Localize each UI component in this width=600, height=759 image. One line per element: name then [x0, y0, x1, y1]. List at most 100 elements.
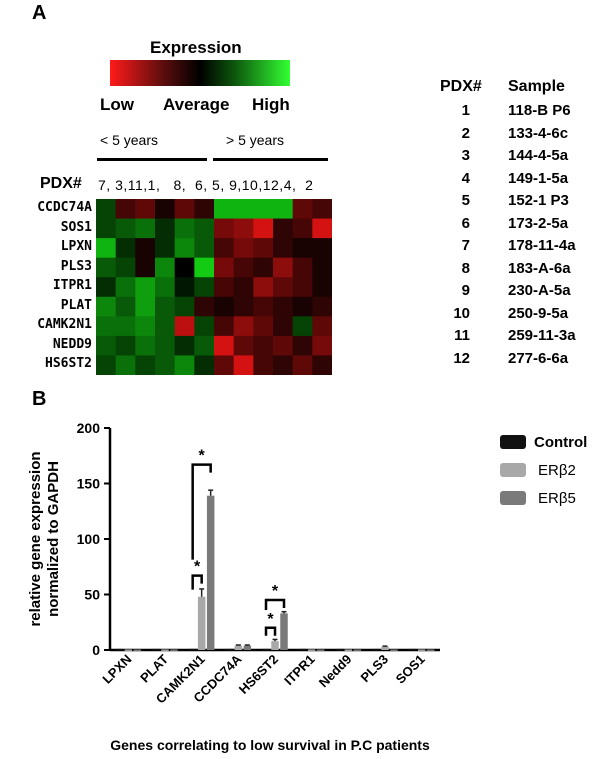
table-cell-pdx: 7 — [461, 237, 470, 254]
heatmap-cell — [273, 238, 294, 259]
heatmap-cell — [312, 199, 332, 220]
scale-average-label: Average — [163, 95, 230, 114]
heatmap-cell — [194, 277, 215, 298]
table-cell-pdx: 9 — [461, 282, 470, 299]
significance-star: * — [267, 611, 274, 628]
heatmap-cell — [135, 296, 156, 317]
x-tick-label: LPXN — [99, 652, 134, 687]
color-scale-bar — [110, 60, 290, 86]
heatmap-cell — [115, 277, 136, 298]
significance-star: * — [272, 583, 279, 600]
bar — [197, 596, 206, 650]
x-tick-label: PLAT — [137, 651, 171, 685]
bar — [234, 645, 243, 650]
heatmap-cell — [312, 335, 332, 356]
heatmap-cell — [174, 199, 195, 220]
bar — [335, 648, 344, 651]
heatmap-cell — [155, 199, 176, 220]
panel-a-label: A — [32, 2, 47, 24]
bar — [206, 495, 215, 650]
heatmap-cell — [233, 277, 254, 298]
heatmap-cell — [292, 199, 313, 220]
table-cell-sample: 152-1 P3 — [508, 192, 569, 209]
scale-high-label: High — [252, 95, 290, 114]
heatmap-row-label: NEDD9 — [52, 336, 92, 352]
table-cell-sample: 173-2-5a — [508, 214, 569, 232]
bar — [298, 648, 307, 651]
heatmap-cell — [273, 218, 294, 239]
heatmap-cell — [292, 257, 313, 278]
significance-bracket — [264, 626, 277, 636]
heatmap-cell — [194, 199, 215, 220]
heatmap-cell — [96, 218, 117, 239]
heatmap-cell — [312, 257, 332, 278]
heatmap-cell — [292, 335, 313, 356]
heatmap-cell — [174, 238, 195, 259]
bar — [271, 641, 279, 650]
heatmap-cell — [292, 296, 313, 317]
heatmap-cell — [155, 335, 176, 356]
heatmap-cell — [135, 218, 156, 239]
heatmap-cell — [155, 316, 176, 337]
legend-swatch — [500, 435, 526, 449]
heatmap-cell — [253, 218, 274, 239]
heatmap-cell — [233, 355, 254, 375]
y-tick-label: 0 — [92, 642, 100, 658]
heatmap-cell — [194, 218, 215, 239]
heatmap-cell — [253, 199, 274, 220]
heatmap-cell — [312, 277, 332, 298]
heatmap-cell — [253, 335, 274, 356]
heatmap-cell — [155, 257, 176, 278]
heatmap-cell — [155, 277, 176, 298]
heatmap-cell — [174, 316, 195, 337]
heatmap-cell — [233, 316, 254, 337]
bar — [408, 648, 417, 651]
table-cell-sample: 230-A-5a — [508, 282, 571, 299]
significance-star: * — [194, 559, 201, 576]
heatmap-cell — [135, 199, 156, 220]
heatmap-cell — [174, 296, 195, 317]
heatmap-cell — [194, 257, 215, 278]
heatmap-row-label: LPXN — [60, 239, 92, 255]
expression-heatmap — [96, 199, 332, 375]
group-under-5-label: < 5 years — [100, 132, 158, 148]
panel-b-label: B — [32, 388, 47, 410]
table-cell-pdx: 2 — [461, 124, 470, 142]
table-cell-sample: 250-9-5a — [508, 304, 569, 322]
heatmap-cell — [253, 238, 274, 259]
heatmap-cell — [135, 238, 156, 259]
heatmap-cell — [233, 218, 254, 239]
bar — [133, 649, 142, 651]
heatmap-cell — [273, 296, 294, 317]
x-axis-label: Genes correlating to low survival in P.C… — [110, 737, 430, 753]
heatmap-cell — [273, 355, 294, 375]
heatmap-cell — [96, 199, 117, 220]
heatmap-cell — [155, 296, 176, 317]
bar — [372, 648, 380, 651]
heatmap-cell — [96, 316, 117, 337]
heatmap-cell — [135, 257, 156, 278]
x-tick-label: SOS1 — [393, 652, 428, 687]
bar — [316, 649, 325, 651]
heatmap-cell — [233, 335, 254, 356]
bar — [262, 648, 270, 651]
heatmap-cell — [96, 238, 117, 259]
bar — [124, 649, 133, 651]
heatmap-cell — [233, 257, 254, 278]
table-cell-pdx: 6 — [461, 214, 470, 232]
pdx-axis-label: PDX# — [40, 175, 82, 192]
scale-low-label: Low — [100, 95, 134, 114]
heatmap-cell — [253, 257, 274, 278]
heatmap-cell — [253, 316, 274, 337]
table-cell-sample: 149-1-5a — [508, 169, 569, 187]
bar — [390, 649, 398, 651]
heatmap-cell — [135, 335, 156, 356]
heatmap-cell — [292, 238, 313, 259]
heatmap-cell — [233, 199, 254, 220]
heatmap-cell — [135, 355, 156, 375]
table-cell-sample: 178-11-4a — [508, 237, 576, 254]
heatmap-cell — [155, 238, 176, 259]
heatmap-cell — [253, 355, 274, 375]
bar — [243, 645, 252, 650]
bar — [170, 649, 178, 651]
